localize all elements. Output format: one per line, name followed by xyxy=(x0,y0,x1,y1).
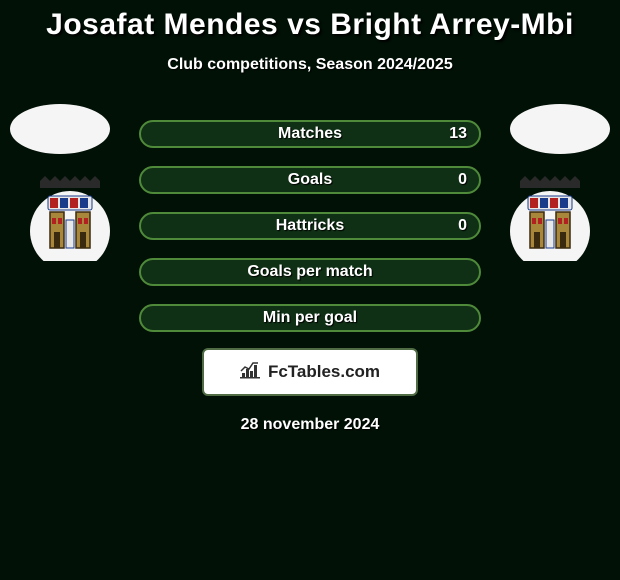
stat-right-value: 13 xyxy=(449,125,467,143)
club-badge-left xyxy=(20,176,120,261)
stat-row-goals-per-match: Goals per match xyxy=(139,258,481,286)
stat-row-goals: Goals 0 xyxy=(139,166,481,194)
stat-label: Goals xyxy=(288,171,332,189)
club-badge-right xyxy=(500,176,600,261)
stat-label: Hattricks xyxy=(276,217,344,235)
stat-rows: Matches 13 Goals 0 Hattricks 0 Goals per… xyxy=(139,104,481,332)
stat-row-matches: Matches 13 xyxy=(139,120,481,148)
brand-label: FcTables.com xyxy=(268,362,380,382)
comparison-container: Matches 13 Goals 0 Hattricks 0 Goals per… xyxy=(0,104,620,434)
stat-label: Min per goal xyxy=(263,309,357,327)
player-avatar-left xyxy=(10,104,110,154)
stat-row-min-per-goal: Min per goal xyxy=(139,304,481,332)
page-title: Josafat Mendes vs Bright Arrey-Mbi xyxy=(0,0,620,42)
page-subtitle: Club competitions, Season 2024/2025 xyxy=(0,56,620,74)
stat-right-value: 0 xyxy=(458,217,467,235)
brand-box: FcTables.com xyxy=(202,348,418,396)
stat-right-value: 0 xyxy=(458,171,467,189)
chart-icon xyxy=(240,361,262,384)
date-line: 28 november 2024 xyxy=(0,416,620,434)
stat-label: Goals per match xyxy=(247,263,372,281)
stat-label: Matches xyxy=(278,125,342,143)
player-avatar-right xyxy=(510,104,610,154)
stat-row-hattricks: Hattricks 0 xyxy=(139,212,481,240)
